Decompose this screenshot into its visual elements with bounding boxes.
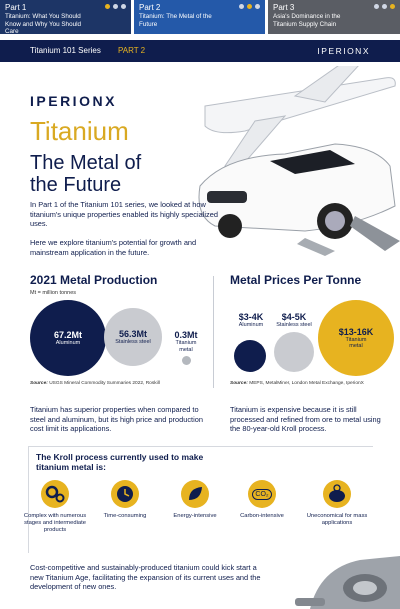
tab-title: Asia's Dominance in the Titanium Supply … bbox=[273, 13, 341, 28]
price-bubble bbox=[234, 340, 266, 372]
series: Titanium 101 Series bbox=[30, 46, 101, 55]
divider bbox=[213, 276, 214, 388]
tab-part: Part 2 bbox=[139, 3, 161, 12]
icon-gears bbox=[45, 485, 65, 503]
bubble-dot bbox=[181, 356, 191, 365]
banner: Titanium 101 Series PART 2 IPERIONX bbox=[0, 40, 400, 62]
tab-part: Part 1 bbox=[5, 3, 27, 12]
kroll-title: The Kroll process currently used to make… bbox=[36, 452, 204, 472]
kroll-label: Energy-intensive bbox=[173, 513, 217, 519]
tab-dots bbox=[105, 4, 126, 9]
production-bubble: 56.3Mt Stainless steel bbox=[104, 308, 162, 366]
machinery-illustration bbox=[295, 556, 400, 609]
kroll-label: Carbon-intensive bbox=[240, 513, 284, 519]
unit-note: Mt = million tonnes bbox=[30, 290, 77, 296]
series-part: PART 2 bbox=[118, 46, 146, 55]
tab-part: Part 3 bbox=[273, 3, 295, 12]
icon-co2: CO₂ bbox=[252, 488, 272, 500]
production-bubble: 67.2Mt Aluminum bbox=[30, 300, 106, 376]
source-text: MEPS, MetalMiner, London Metal Exchange,… bbox=[249, 381, 364, 386]
bubble-label: Stainless steel bbox=[276, 322, 312, 328]
hero-illustration bbox=[198, 66, 400, 256]
hero-subtitle: The Metal of the Future bbox=[30, 152, 142, 196]
price-label: $3-4K Aluminum bbox=[232, 312, 270, 329]
brand: IPERIONX bbox=[317, 46, 370, 56]
tab[interactable]: Part 3 Asia's Dominance in the Titanium … bbox=[268, 0, 400, 34]
bubble-value: $4-5K bbox=[281, 312, 307, 322]
icon-clock bbox=[117, 486, 133, 502]
intro-paragraph: Here we explore titanium's potential for… bbox=[30, 238, 197, 257]
source-label: Source: bbox=[230, 381, 248, 386]
tab-dots bbox=[239, 4, 260, 9]
bubble-value: 56.3Mt bbox=[118, 328, 147, 339]
kroll-icon bbox=[111, 480, 139, 508]
kroll-label: Time-consuming bbox=[103, 513, 147, 519]
bubble-label: Aluminum bbox=[238, 322, 264, 328]
tab[interactable]: Part 1 Titanium: What You Should Know an… bbox=[0, 0, 131, 35]
tab-title: Titanium: The Metal of the Future bbox=[139, 13, 212, 28]
bubble-value: 67.2Mt bbox=[53, 329, 82, 340]
kroll-icon: CO₂ bbox=[248, 480, 276, 508]
hero-title: Titanium bbox=[30, 116, 129, 146]
section-title: 2021 Metal Production bbox=[30, 273, 158, 287]
icon-piggy bbox=[329, 484, 345, 502]
comparison-paragraph: Titanium is expensive because it is stil… bbox=[230, 405, 381, 434]
kroll-box bbox=[28, 446, 373, 553]
tab-title: Titanium: What You Should Know and Why Y… bbox=[5, 13, 81, 35]
kroll-icon bbox=[181, 480, 209, 508]
bubble-label: Titanium metal bbox=[175, 340, 197, 353]
tab-dots bbox=[374, 4, 395, 9]
conclusion: Cost-competitive and sustainably-produce… bbox=[30, 563, 261, 592]
source: Source: USGS Mineral Commodity Summaries… bbox=[30, 381, 160, 386]
kroll-icon bbox=[41, 480, 69, 508]
source-label: Source: bbox=[30, 381, 48, 386]
tab[interactable]: Part 2 Titanium: The Metal of the Future bbox=[134, 0, 265, 34]
production-bubble: 0.3Mt Titanium metal bbox=[168, 330, 204, 368]
bubble-value: $13-16K bbox=[338, 326, 374, 337]
source-text: USGS Mineral Commodity Summaries 2022, R… bbox=[49, 381, 160, 386]
intro-paragraph: In Part 1 of the Titanium 101 series, we… bbox=[30, 200, 218, 229]
icon-leaf bbox=[189, 487, 202, 500]
source: Source: MEPS, MetalMiner, London Metal E… bbox=[230, 381, 364, 386]
price-bubble bbox=[274, 332, 314, 372]
bubble-label: Stainless steel bbox=[115, 338, 151, 345]
bubble-value: $3-4K bbox=[238, 312, 264, 322]
kroll-label: Complex with numerous stages and interme… bbox=[23, 513, 87, 533]
bubble-label: Titanium metal bbox=[345, 336, 367, 350]
kroll-label: Uneconomical for mass applications bbox=[306, 513, 368, 526]
section-title: Metal Prices Per Tonne bbox=[230, 273, 362, 287]
bubble-label: Aluminum bbox=[55, 339, 81, 346]
price-bubble: $13-16K Titanium metal bbox=[318, 300, 394, 376]
comparison-paragraph: Titanium has superior properties when co… bbox=[30, 405, 203, 434]
kroll-icon bbox=[323, 480, 351, 508]
logo: IPERIONX bbox=[30, 93, 117, 109]
bubble-value: 0.3Mt bbox=[174, 330, 198, 340]
price-label: $4-5K Stainless steel bbox=[274, 312, 314, 329]
